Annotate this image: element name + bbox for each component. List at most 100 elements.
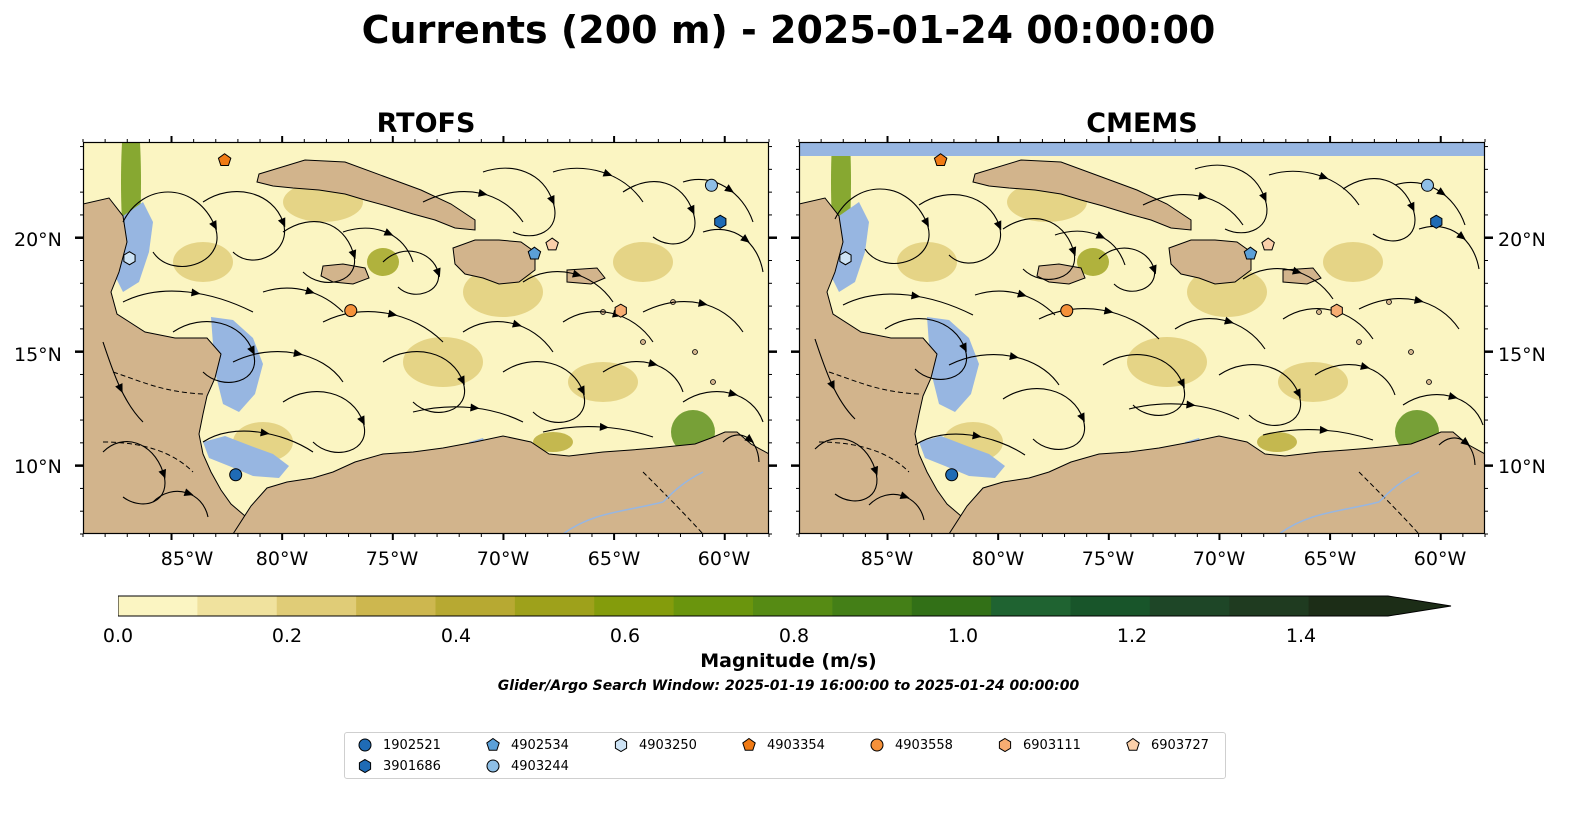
colorbar-segment [356,596,436,616]
legend-marker-hexagon [358,758,372,774]
float-marker-pentagon [545,237,559,251]
colorbar-segment [991,596,1071,616]
streamline-arrow [993,220,1002,231]
streamline-arrow [477,189,488,197]
island [1316,309,1322,315]
streamline-arrow [599,422,609,431]
streamline [462,321,554,353]
lat-label-15n-right: 15°N [1498,344,1546,366]
streamline-arrow [1009,352,1019,360]
streamline-arrow [512,319,522,328]
legend-entry: 6903727 [1125,737,1209,753]
legend-entry: 4903558 [869,737,953,753]
legend-entry: 4903250 [613,737,697,753]
streamline-arrow [247,345,255,356]
legend-entry: 3901686 [357,758,441,774]
magnitude-patch [403,337,483,387]
land [320,263,370,285]
streamline-arrow [697,299,708,307]
colorbar-outline [118,595,1452,617]
float-marker-hexagon [1330,303,1343,318]
streamline-arrow [577,385,585,396]
streamline [202,430,314,453]
legend-label: 4903250 [639,737,697,753]
legend-marker-pentagon [742,737,756,751]
streamline-arrow [383,228,394,236]
streamline-arrow [348,249,357,260]
colorbar-tick: 0.8 [778,625,810,647]
streamline-arrow [728,389,738,397]
streamline-arrow [260,428,270,437]
streamline-arrow [899,491,910,500]
streamline-arrow [1177,378,1185,389]
streamline-arrow [1292,266,1302,275]
legend-entry: 1902521 [357,737,441,753]
streamline [702,228,764,273]
lon-label-85w-right: 85°W [860,548,914,570]
legend-marker-hexagon [614,737,628,753]
island [1356,339,1362,345]
streamline-arrow [1293,388,1301,399]
colorbar-tick: 1.4 [1285,625,1317,647]
colorbar-tick: 0.0 [102,625,134,647]
legend-marker-circle [870,738,884,752]
colorbar-tick: 0.4 [440,625,472,647]
lon-label-60w-right: 60°W [1413,548,1467,570]
streamline-arrow [293,349,303,357]
land [256,159,476,231]
colorbar-segment [594,596,675,616]
float-marker-pentagon [527,246,542,260]
streamline-arrow [1407,201,1415,212]
streamline [1438,437,1476,466]
island [692,349,698,355]
land [972,159,1192,231]
legend-marker-circle [358,738,372,752]
streamline-arrow [1186,400,1196,409]
magnitude-patch [1257,432,1297,452]
island [1426,379,1432,385]
legend-label: 4903354 [767,737,825,753]
legend-label: 4903558 [895,737,953,753]
lon-label-65w-right: 65°W [1303,548,1357,570]
magnitude-patch [1077,248,1109,276]
streamline [1242,268,1334,300]
streamline-arrow [1318,171,1329,180]
colorbar-segment [514,596,595,616]
streamline-arrow [209,220,217,230]
legend-label: 4903244 [511,758,569,774]
streamline-arrow [158,468,167,479]
streamline-arrow [387,309,398,318]
shallow-ocean [927,317,979,412]
lon-label-70w-right: 70°W [1192,548,1246,570]
magnitude-patch [1127,337,1207,387]
panel-title-cmems: CMEMS [1086,108,1198,139]
colorbar-segment [1070,596,1151,616]
colorbar-tick: 0.2 [271,625,303,647]
magnitude-patch [1278,362,1348,402]
streamline-arrow [827,380,835,390]
colorbar-label: Magnitude (m/s) [700,650,877,672]
streamline-arrow [1095,231,1106,239]
legend-label: 1902521 [383,737,441,753]
float-marker-circle [229,468,243,482]
map-content [83,142,769,534]
colorbar-extend-arrow [1308,596,1451,616]
lon-label-65w-left: 65°W [587,548,641,570]
streamline-arrow [648,359,658,367]
float-marker-hexagon [839,251,852,266]
legend-entry: 4902534 [485,737,569,753]
streamline [1418,225,1480,270]
colorbar-segment [911,596,992,616]
streamline-arrow [457,375,465,386]
streamline [914,433,1026,456]
legend-label: 6903111 [1023,737,1081,753]
colorbar-segment [673,596,754,616]
legend-entry: 4903354 [741,737,825,753]
float-marker-circle [945,468,959,482]
border-line [102,371,704,534]
legend-label: 6903727 [1151,737,1209,753]
float-marker-hexagon [123,251,136,266]
streamline-arrow [744,434,754,443]
magnitude-patch [568,362,638,402]
land [1282,267,1322,285]
